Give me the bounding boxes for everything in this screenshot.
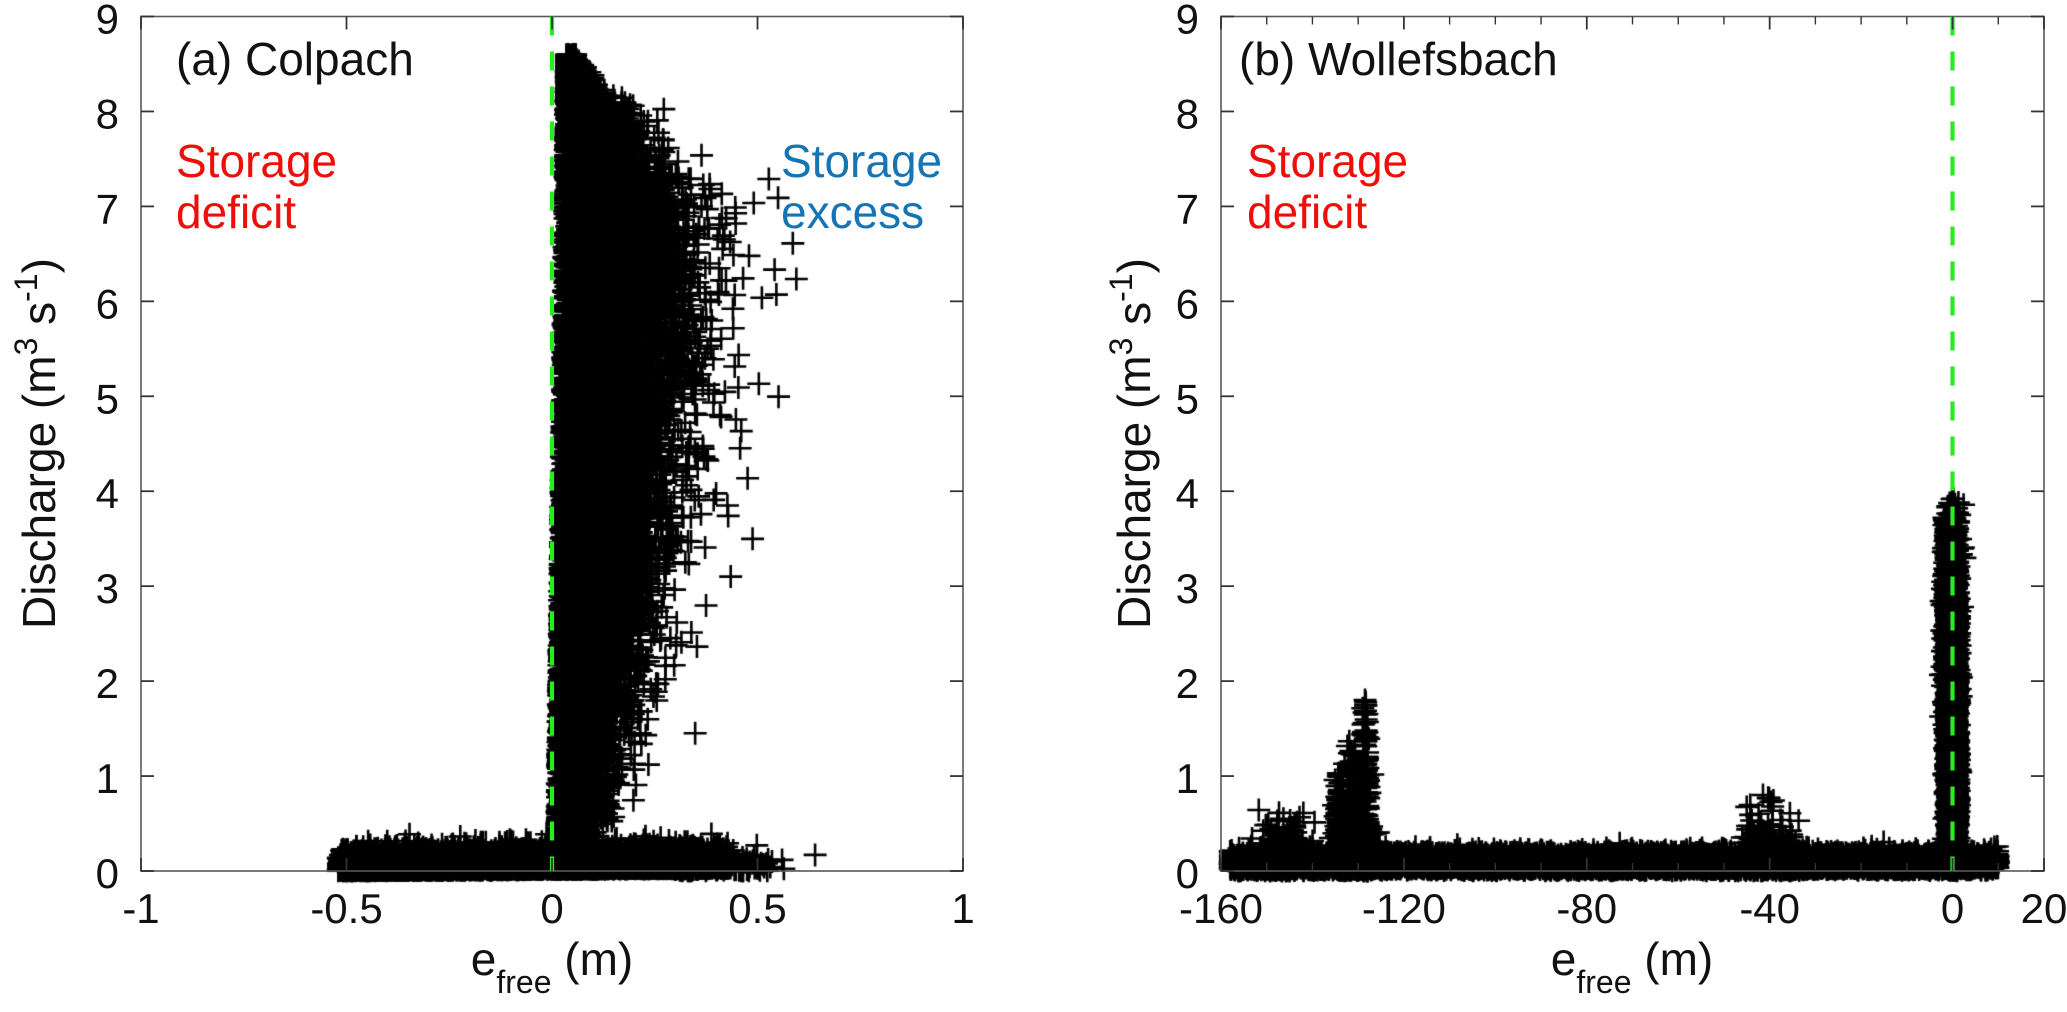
- svg-text:(a) Colpach: (a) Colpach: [176, 33, 414, 85]
- svg-text:9: 9: [1176, 0, 1199, 43]
- svg-text:7: 7: [1176, 185, 1199, 232]
- svg-text:-80: -80: [1556, 885, 1617, 932]
- svg-text:Storage: Storage: [176, 135, 337, 187]
- svg-text:0: 0: [96, 850, 119, 897]
- svg-text:1: 1: [951, 885, 974, 932]
- svg-text:6: 6: [1176, 280, 1199, 327]
- svg-text:-1: -1: [122, 885, 159, 932]
- svg-text:-40: -40: [1739, 885, 1800, 932]
- svg-text:6: 6: [96, 280, 119, 327]
- svg-text:4: 4: [1176, 470, 1199, 517]
- svg-text:20: 20: [2021, 885, 2067, 932]
- svg-text:1: 1: [96, 755, 119, 802]
- svg-text:3: 3: [1176, 565, 1199, 612]
- svg-text:0: 0: [1941, 885, 1964, 932]
- svg-text:7: 7: [96, 185, 119, 232]
- svg-text:efree (m): efree (m): [1551, 933, 1713, 1000]
- svg-text:-160: -160: [1179, 885, 1263, 932]
- svg-text:5: 5: [1176, 375, 1199, 422]
- svg-text:-120: -120: [1362, 885, 1446, 932]
- svg-text:0: 0: [540, 885, 563, 932]
- svg-text:8: 8: [1176, 90, 1199, 137]
- svg-text:2: 2: [1176, 660, 1199, 707]
- svg-text:Storage: Storage: [781, 135, 942, 187]
- svg-text:3: 3: [96, 565, 119, 612]
- svg-text:deficit: deficit: [1247, 186, 1367, 238]
- svg-text:efree (m): efree (m): [471, 933, 633, 1000]
- svg-text:excess: excess: [781, 186, 924, 238]
- svg-text:Discharge (m3 s-1): Discharge (m3 s-1): [1103, 258, 1160, 629]
- svg-text:5: 5: [96, 375, 119, 422]
- svg-text:0.5: 0.5: [728, 885, 786, 932]
- svg-text:9: 9: [96, 0, 119, 43]
- svg-text:(b) Wollefsbach: (b) Wollefsbach: [1239, 33, 1558, 85]
- svg-text:1: 1: [1176, 755, 1199, 802]
- svg-text:4: 4: [96, 470, 119, 517]
- svg-text:Discharge (m3 s-1): Discharge (m3 s-1): [8, 258, 65, 629]
- svg-text:deficit: deficit: [176, 186, 296, 238]
- svg-text:Storage: Storage: [1247, 135, 1408, 187]
- svg-text:8: 8: [96, 90, 119, 137]
- svg-text:-0.5: -0.5: [310, 885, 382, 932]
- svg-text:2: 2: [96, 660, 119, 707]
